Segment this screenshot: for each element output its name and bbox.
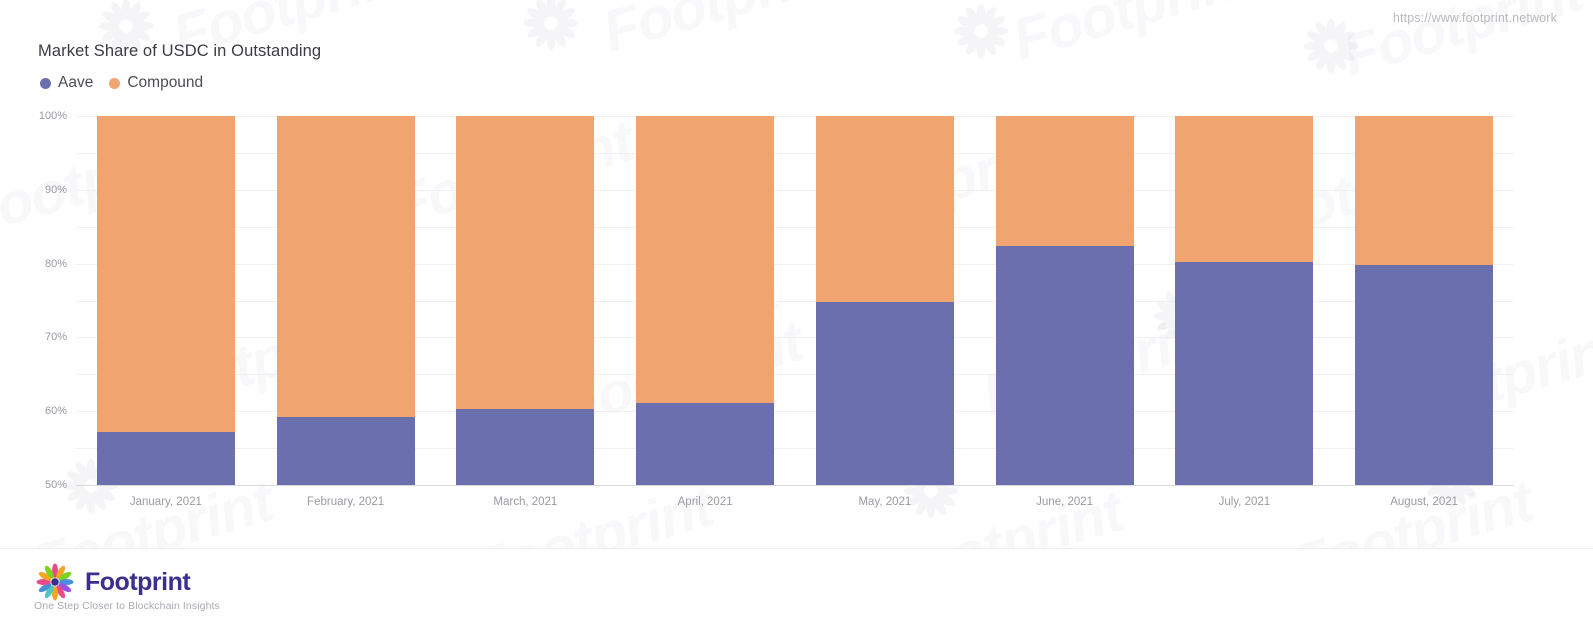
footer-tagline: One Step Closer to Blockchain Insights: [34, 600, 220, 612]
gridline: 0%: [76, 485, 1514, 486]
footer-brand: Footprint: [34, 561, 191, 603]
legend-item-aave[interactable]: Aave: [40, 74, 93, 92]
y-axis-tick-label: 90%: [44, 183, 67, 196]
bar-segment-compound[interactable]: [276, 116, 415, 417]
gridline: 80%: [45, 189, 1514, 270]
footer-bar: Footprint One Step Closer to Blockchain …: [0, 548, 1593, 624]
bar-column[interactable]: June, 2021: [995, 116, 1134, 508]
gridline: 30%: [76, 374, 1514, 376]
bar-segment-aave[interactable]: [995, 246, 1134, 485]
bar-column[interactable]: April, 2021: [636, 116, 775, 508]
x-axis-tick-label: February, 2021: [307, 496, 385, 508]
legend-dot-icon: [40, 77, 51, 89]
bar-segment-compound[interactable]: [456, 116, 595, 410]
x-axis-tick-label: March, 2021: [493, 496, 558, 508]
bar-segment-aave[interactable]: [636, 402, 775, 485]
bar-segment-aave[interactable]: [1355, 265, 1494, 485]
legend-dot-icon: [109, 77, 121, 89]
bar-segment-aave[interactable]: [815, 302, 954, 485]
x-axis-tick-label: May, 2021: [858, 496, 912, 508]
gridline: 100%: [39, 110, 1514, 122]
legend-item-label: Aave: [58, 74, 94, 91]
bar-column[interactable]: July, 2021: [1175, 116, 1314, 508]
bar-column[interactable]: August, 2021: [1355, 116, 1494, 508]
y-axis-tick-label: 80%: [44, 257, 67, 270]
x-axis-tick-label: April, 2021: [677, 496, 733, 508]
footprint-pinwheel-logo-icon: [36, 563, 74, 601]
x-axis-tick-label: July, 2021: [1218, 496, 1271, 508]
bar-segment-compound[interactable]: [636, 116, 775, 403]
y-axis-tick-label: 50%: [44, 479, 67, 491]
bar-column[interactable]: May, 2021: [815, 116, 954, 508]
x-axis-tick-label: January, 2021: [129, 496, 202, 508]
gridline: 50%: [45, 300, 1514, 491]
gridline: 60%: [45, 263, 1514, 417]
y-axis-tick-label: 100%: [38, 110, 67, 122]
chart-legend: Aave Compound: [40, 74, 203, 92]
legend-item-label: Compound: [127, 74, 204, 91]
bar-segment-aave[interactable]: [1175, 261, 1314, 485]
gridline: 20%: [76, 411, 1514, 413]
page-title: Market Share of USDC in Outstanding: [38, 42, 322, 60]
bar-segment-aave[interactable]: [276, 416, 415, 485]
legend-item-compound[interactable]: Compound: [109, 74, 203, 92]
bar-segment-compound[interactable]: [1175, 116, 1314, 262]
bar-segment-compound[interactable]: [96, 116, 235, 432]
plot-area: 0%10%20%30%40%50%60%70%80%90%100% Januar…: [39, 110, 1514, 565]
y-axis-tick-label: 70%: [44, 331, 67, 344]
x-axis-tick-label: August, 2021: [1390, 496, 1459, 508]
bar-column[interactable]: March, 2021: [456, 116, 595, 508]
y-axis-tick-label: 60%: [44, 405, 67, 418]
bar-column[interactable]: January, 2021: [96, 116, 235, 508]
bar-column[interactable]: February, 2021: [276, 116, 415, 508]
bar-segment-aave[interactable]: [456, 409, 595, 485]
source-url: https://www.footprint.network: [1392, 11, 1557, 25]
bar-columns: January, 2021 February, 2021 March, 2021 Ap…: [76, 116, 1514, 508]
bar-segment-aave[interactable]: [96, 431, 235, 485]
footprint-wordmark: Footprint: [85, 567, 191, 596]
chart-card: Market Share of USDC in Outstanding Aave…: [38, 42, 1514, 565]
bar-segment-compound[interactable]: [1355, 116, 1494, 266]
gridline: 70%: [45, 226, 1514, 343]
gridline: 90%: [45, 152, 1514, 196]
bar-segment-compound[interactable]: [815, 116, 954, 303]
x-axis-tick-label: June, 2021: [1036, 496, 1094, 508]
gridline: 10%: [76, 448, 1514, 450]
bar-segment-compound[interactable]: [995, 116, 1134, 247]
